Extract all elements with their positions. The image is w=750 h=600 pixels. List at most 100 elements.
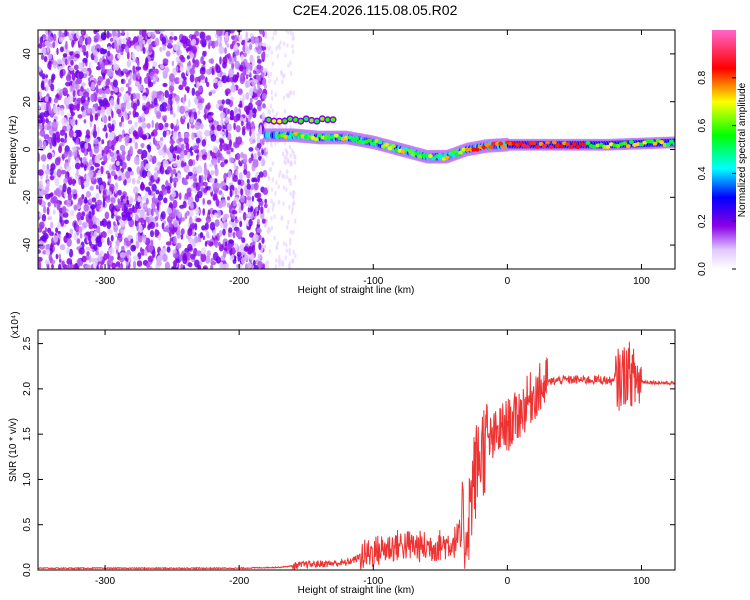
noise-cell: [287, 63, 290, 68]
noise-cell: [66, 238, 72, 247]
noise-cell: [202, 154, 207, 161]
noise-cell: [206, 186, 212, 191]
noise-cell: [83, 51, 87, 56]
noise-cell: [284, 147, 288, 153]
noise-cell: [129, 171, 134, 176]
noise-cell: [69, 228, 74, 235]
noise-cell: [162, 160, 169, 168]
noise-cell: [250, 206, 254, 212]
noise-cell: [230, 147, 234, 153]
noise-cell: [107, 50, 111, 57]
noise-cell: [211, 67, 214, 76]
noise-cell: [270, 142, 273, 148]
noise-cell: [140, 181, 144, 190]
noise-cell: [212, 145, 218, 153]
noise-cell: [99, 263, 103, 269]
noise-cell: [45, 244, 51, 248]
noise-cell: [107, 172, 111, 179]
noise-cell: [146, 73, 150, 78]
noise-cell: [96, 225, 101, 234]
noise-cell: [48, 105, 52, 114]
noise-cell: [100, 166, 104, 175]
noise-cell: [277, 184, 280, 190]
noise-cell: [238, 160, 241, 165]
noise-cell: [108, 177, 112, 184]
noise-cell: [165, 225, 169, 232]
noise-cell: [154, 139, 157, 147]
noise-cell: [45, 118, 49, 124]
noise-cell: [237, 230, 242, 240]
noise-cell: [270, 90, 273, 95]
noise-cell: [122, 193, 126, 200]
noise-cell: [261, 237, 265, 244]
noise-cell: [81, 147, 86, 153]
noise-cell: [286, 150, 289, 156]
noise-cell: [49, 192, 54, 197]
noise-cell: [222, 263, 228, 269]
noise-cell: [197, 237, 202, 243]
noise-cell: [93, 138, 99, 145]
noise-cell: [145, 101, 151, 110]
noise-cell: [229, 157, 235, 164]
noise-cell: [190, 52, 195, 59]
spectrogram-y-label: Frequency (Hz): [8, 116, 19, 185]
ridge-branch-core: [266, 118, 271, 122]
noise-cell: [81, 30, 85, 35]
noise-cell: [165, 50, 171, 57]
noise-cell: [239, 220, 243, 228]
noise-cell: [102, 152, 107, 161]
noise-cell: [107, 228, 113, 235]
noise-cell: [65, 97, 70, 106]
noise-cell: [292, 150, 295, 156]
noise-cell: [258, 242, 262, 250]
noise-cell: [172, 168, 177, 175]
noise-cell: [92, 50, 99, 56]
noise-cell: [253, 92, 258, 98]
noise-cell: [163, 144, 167, 153]
noise-cell: [127, 78, 132, 86]
noise-cell: [201, 38, 207, 48]
noise-cell: [52, 33, 57, 42]
noise-cell: [229, 43, 234, 50]
noise-cell: [80, 95, 86, 104]
noise-cell: [172, 187, 175, 195]
noise-cell: [168, 152, 173, 162]
noise-cell: [218, 230, 223, 237]
noise-cell: [108, 68, 114, 78]
noise-cell: [186, 187, 192, 194]
noise-cell: [100, 32, 107, 41]
noise-cell: [221, 156, 225, 162]
noise-cell: [130, 93, 134, 102]
ridge-core: [541, 143, 547, 148]
noise-cell: [158, 234, 162, 242]
noise-cell: [117, 189, 122, 196]
noise-cell: [216, 30, 222, 37]
noise-cell: [75, 119, 78, 126]
noise-cell: [152, 155, 157, 164]
noise-cell: [236, 136, 243, 145]
noise-cell: [170, 81, 175, 86]
noise-cell: [121, 30, 125, 34]
noise-cell: [238, 172, 243, 181]
ridge-core: [427, 154, 433, 159]
noise-cell: [91, 153, 95, 163]
noise-cell: [132, 65, 136, 74]
noise-cell: [279, 40, 282, 46]
ridge-core: [538, 141, 544, 146]
noise-cell: [195, 217, 202, 223]
spectrogram-y-axis: -40 -20 0 20 40: [22, 48, 675, 252]
noise-cell: [48, 252, 52, 262]
snr-y-label: SNR (10 * v/v): [8, 418, 19, 482]
ridge-core: [334, 133, 339, 138]
noise-cell: [267, 70, 270, 76]
noise-cell: [200, 56, 204, 64]
noise-cell: [156, 106, 160, 111]
noise-cell: [78, 219, 82, 226]
noise-cell: [40, 54, 45, 60]
noise-cell: [38, 140, 43, 148]
noise-cell: [210, 133, 217, 142]
noise-cell: [84, 99, 90, 107]
noise-cell: [280, 216, 284, 221]
noise-cell: [150, 131, 155, 137]
noise-cell: [80, 176, 83, 186]
